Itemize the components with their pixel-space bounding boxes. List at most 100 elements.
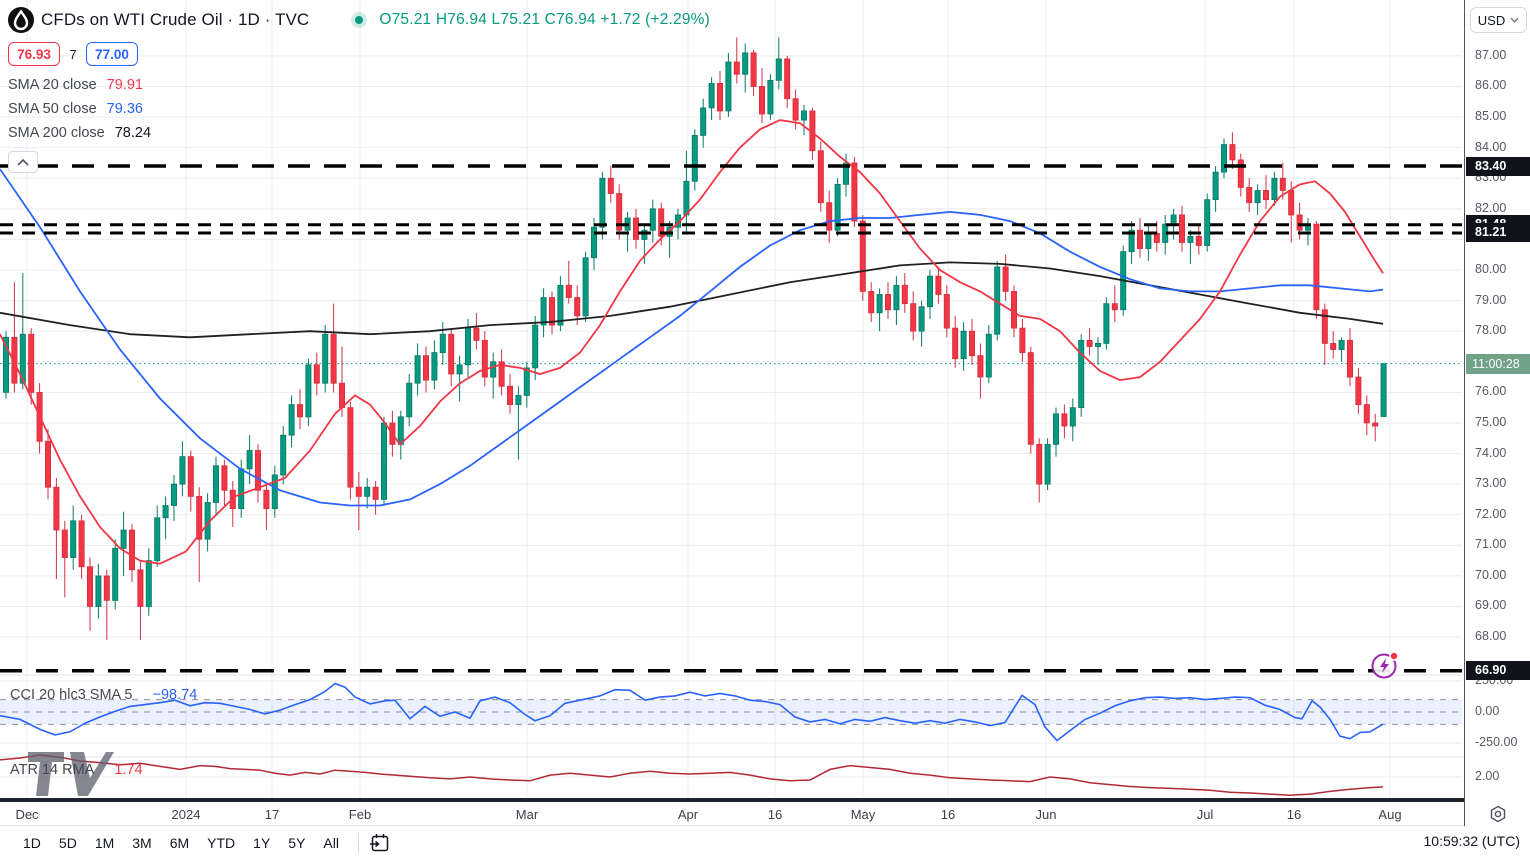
candle-body	[179, 456, 186, 485]
candle-body	[565, 284, 572, 298]
range-button-6m[interactable]: 6M	[169, 834, 190, 851]
candle-body	[859, 220, 866, 292]
range-button-1y[interactable]: 1Y	[253, 834, 271, 851]
sma20-value: 79.91	[106, 77, 143, 93]
time-axis-label: May	[850, 807, 876, 822]
cci-axis-label: 0.00	[1475, 704, 1500, 718]
calendar-arrow-icon[interactable]	[369, 833, 391, 853]
price-level-badge[interactable]: 83.40	[1466, 156, 1530, 176]
candle-body	[750, 52, 757, 87]
ask-button[interactable]: 77.00	[86, 42, 138, 66]
price-axis-label: 85.00	[1475, 109, 1507, 124]
range-button-5y[interactable]: 5Y	[288, 834, 306, 851]
time-axis-label: 2024	[171, 807, 201, 822]
price-level-badge[interactable]: 81.21	[1466, 223, 1530, 243]
currency-selector-button[interactable]: USD	[1470, 7, 1527, 33]
currency-label: USD	[1477, 12, 1506, 28]
candle-body	[767, 79, 774, 115]
candle-body	[834, 183, 841, 231]
candle-body	[296, 404, 303, 418]
range-button-all[interactable]: All	[323, 834, 339, 851]
candle-body	[196, 495, 203, 540]
price-axis[interactable]: USD 87.0086.0085.0084.0083.0082.0081.008…	[1464, 0, 1530, 826]
atr-line	[0, 754, 1384, 796]
candle-body	[53, 486, 60, 531]
price-axis-label: 76.00	[1475, 384, 1507, 399]
candle-body	[658, 208, 665, 237]
candle-body	[1086, 339, 1093, 347]
candle-body	[1103, 303, 1110, 344]
candle-body	[700, 107, 707, 136]
candle-body	[1363, 404, 1370, 424]
price-axis-label: 79.00	[1475, 292, 1507, 307]
candle-body	[574, 297, 581, 317]
price-axis-label: 75.00	[1475, 414, 1507, 429]
candle-body	[1271, 177, 1278, 201]
candle-body	[448, 333, 455, 375]
price-axis-label: 73.00	[1475, 476, 1507, 491]
candle-body	[1128, 229, 1135, 253]
candle-body	[87, 566, 94, 607]
candle-body	[943, 294, 950, 329]
range-button-ytd[interactable]: YTD	[207, 834, 236, 851]
price-level-badge[interactable]: 66.90	[1466, 661, 1530, 681]
price-axis-label: 86.00	[1475, 78, 1507, 93]
candle-body	[380, 422, 387, 500]
candle-body	[3, 336, 9, 393]
cci-legend-row[interactable]: CCI 20 hlc3 SMA 5 −98.74	[10, 687, 197, 703]
candle-body	[212, 465, 219, 503]
candle-body	[1011, 291, 1018, 329]
range-button-1d[interactable]: 1D	[23, 834, 41, 851]
candle-body	[45, 440, 52, 488]
candle-body	[1296, 214, 1303, 231]
candle-body	[901, 284, 908, 305]
candle-body	[1338, 339, 1345, 350]
sma50-legend-row[interactable]: SMA 50 close 79.36	[8, 97, 710, 121]
candle-body	[11, 336, 18, 384]
candle-body	[313, 364, 320, 384]
chevron-up-icon	[17, 158, 29, 166]
time-axis-label: Feb	[348, 807, 372, 822]
candle-body	[280, 434, 287, 476]
candle-body	[775, 58, 782, 81]
cci-label: CCI 20 hlc3 SMA 5	[10, 687, 133, 703]
candle-body	[616, 193, 623, 231]
candle-body	[641, 229, 648, 240]
candle-body	[95, 575, 102, 607]
candle-body	[1145, 232, 1152, 249]
time-axis-label: Apr	[677, 807, 699, 822]
bid-button[interactable]: 76.93	[8, 42, 60, 66]
candle-body	[187, 456, 194, 497]
price-axis-label: 70.00	[1475, 567, 1507, 582]
sma50-value: 79.36	[106, 101, 143, 117]
sma200-value: 78.24	[114, 125, 152, 141]
sma20-legend-row[interactable]: SMA 20 close 79.91	[8, 73, 710, 97]
time-axis[interactable]: Dec 2024 17 Feb Mar Apr 16 May 16 Jun Jul 16 Aug	[0, 800, 1530, 826]
price-axis-label: 69.00	[1475, 598, 1507, 613]
market-open-dot[interactable]	[351, 12, 368, 28]
candle-body	[305, 364, 312, 418]
candle-body	[1212, 171, 1219, 201]
collapse-legend-button[interactable]	[8, 151, 38, 173]
lightning-alert-icon[interactable]	[1369, 649, 1403, 681]
spread-value: 7	[69, 46, 77, 62]
axis-settings-button[interactable]	[1489, 805, 1507, 828]
candle-body	[717, 83, 724, 112]
atr-legend-row[interactable]: ATR 14 RMA 1.74	[10, 762, 143, 778]
candle-body	[1246, 187, 1253, 204]
candle-body	[19, 333, 26, 384]
candle-body	[422, 355, 429, 381]
candle-body	[439, 333, 446, 353]
time-axis-label: 16	[767, 807, 783, 822]
symbol-title[interactable]: CFDs on WTI Crude Oil · 1D · TVC	[41, 10, 310, 29]
sma200-legend-row[interactable]: SMA 200 close 78.24	[8, 121, 710, 145]
range-button-5d[interactable]: 5D	[58, 834, 77, 851]
candle-body	[1044, 443, 1051, 485]
range-button-3m[interactable]: 3M	[132, 834, 152, 851]
price-axis-label: 71.00	[1475, 537, 1507, 552]
sma50-label: SMA 50 close	[8, 101, 97, 117]
range-button-1m[interactable]: 1M	[94, 834, 115, 851]
utc-clock[interactable]: 10:59:32 (UTC)	[1423, 833, 1520, 849]
candle-body	[364, 486, 371, 497]
